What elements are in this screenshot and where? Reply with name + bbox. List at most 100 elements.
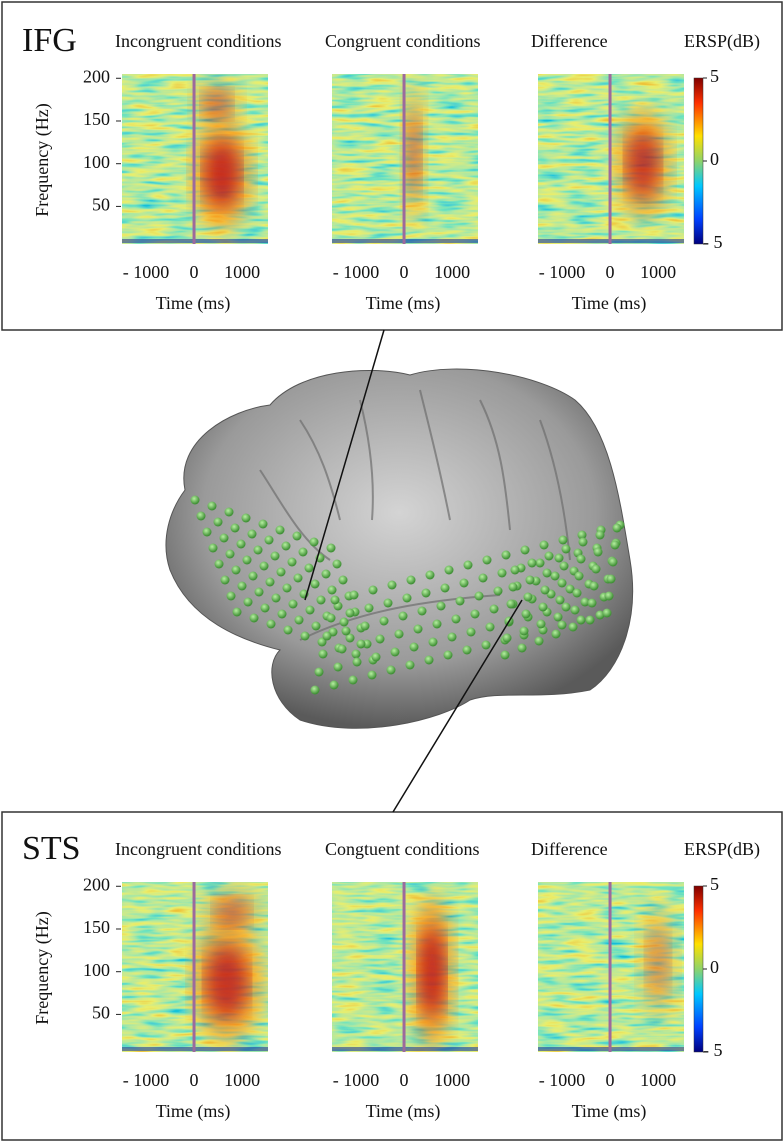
- electrode: [519, 626, 529, 636]
- electrode: [317, 637, 327, 647]
- electrode: [474, 591, 484, 601]
- x-axis-label: Time (ms): [366, 1101, 441, 1122]
- electrode: [497, 568, 507, 578]
- electrode: [559, 561, 569, 571]
- electrode: [402, 593, 412, 603]
- colorbar: [693, 885, 704, 1053]
- x-tick-label: - 1000: [539, 1070, 586, 1090]
- electrode: [225, 549, 235, 559]
- electrode: [478, 573, 488, 583]
- electrode: [293, 573, 303, 583]
- electrode: [316, 595, 326, 605]
- electrode: [341, 626, 351, 636]
- electrode: [421, 588, 431, 598]
- electrode: [224, 507, 234, 517]
- electrode: [276, 567, 286, 577]
- electrode: [595, 530, 605, 540]
- electrode: [436, 601, 446, 611]
- electrode: [523, 592, 533, 602]
- electrode: [554, 553, 564, 563]
- electrode: [338, 575, 348, 585]
- x-axis-label: Time (ms): [572, 293, 647, 314]
- electrode: [314, 667, 324, 677]
- electrode: [305, 605, 315, 615]
- electrode: [482, 555, 492, 565]
- plot-title: Incongruent conditions: [115, 839, 281, 859]
- electrode: [348, 675, 358, 685]
- colorbar-label: ERSP(dB): [684, 31, 760, 52]
- electrode: [288, 599, 298, 609]
- electrode: [574, 571, 584, 581]
- electrode: [214, 559, 224, 569]
- electrode: [242, 555, 252, 565]
- electrode: [570, 605, 580, 615]
- electrode: [527, 558, 537, 568]
- panel-frame: [1, 811, 783, 1141]
- x-axis-label: Time (ms): [156, 293, 231, 314]
- electrode: [406, 575, 416, 585]
- x-tick-label: - 1000: [333, 1070, 380, 1090]
- electrode: [557, 620, 567, 630]
- electrode: [375, 634, 385, 644]
- electrode: [578, 537, 588, 547]
- electrode: [298, 547, 308, 557]
- electrode: [379, 616, 389, 626]
- electrode: [536, 619, 546, 629]
- electrode: [310, 685, 320, 695]
- colorbar-tick-label: 5: [710, 874, 719, 894]
- y-tick-label: 150: [83, 109, 110, 129]
- plot-title: Congtuent conditions: [325, 839, 480, 859]
- electrode: [310, 579, 320, 589]
- activation-core: [206, 946, 248, 1018]
- electrode: [247, 529, 257, 539]
- electrode: [368, 585, 378, 595]
- electrode: [330, 595, 340, 605]
- electrode: [309, 537, 319, 547]
- electrode: [321, 569, 331, 579]
- electrode: [604, 591, 614, 601]
- electrode: [565, 584, 575, 594]
- electrode: [283, 625, 293, 635]
- y-tick-label: 100: [83, 960, 110, 980]
- activation-core: [626, 131, 660, 197]
- electrode: [502, 633, 512, 643]
- electrode: [327, 585, 337, 595]
- colorbar-tick-label: - 5: [703, 1040, 723, 1060]
- electrode: [232, 607, 242, 617]
- electrode: [281, 541, 291, 551]
- x-tick-label: 0: [190, 1070, 199, 1090]
- electrode: [243, 597, 253, 607]
- electrode: [326, 613, 336, 623]
- electrode: [459, 578, 469, 588]
- electrode: [612, 523, 622, 533]
- electrode: [387, 580, 397, 590]
- electrode: [351, 649, 361, 659]
- electrode: [196, 511, 206, 521]
- electrode: [493, 586, 503, 596]
- y-tick-label: 50: [92, 195, 110, 215]
- electrode: [409, 642, 419, 652]
- electrode: [517, 643, 527, 653]
- electrode: [271, 593, 281, 603]
- colorbar-label: ERSP(dB): [684, 839, 760, 860]
- electrode: [249, 613, 259, 623]
- electrode: [462, 645, 472, 655]
- electrode: [266, 619, 276, 629]
- activation-core: [646, 926, 670, 998]
- electrodes: [190, 495, 625, 695]
- electrode: [304, 563, 314, 573]
- x-tick-label: 1000: [434, 262, 470, 282]
- electrode: [539, 540, 549, 550]
- electrode: [322, 631, 332, 641]
- electrode: [538, 602, 548, 612]
- electrode: [337, 644, 347, 654]
- x-tick-label: - 1000: [123, 262, 170, 282]
- y-tick-label: 50: [92, 1003, 110, 1023]
- x-tick-label: - 1000: [123, 1070, 170, 1090]
- electrode: [466, 627, 476, 637]
- electrode: [535, 558, 545, 568]
- x-tick-label: 1000: [434, 1070, 470, 1090]
- electrode: [553, 612, 563, 622]
- electrode: [231, 565, 241, 575]
